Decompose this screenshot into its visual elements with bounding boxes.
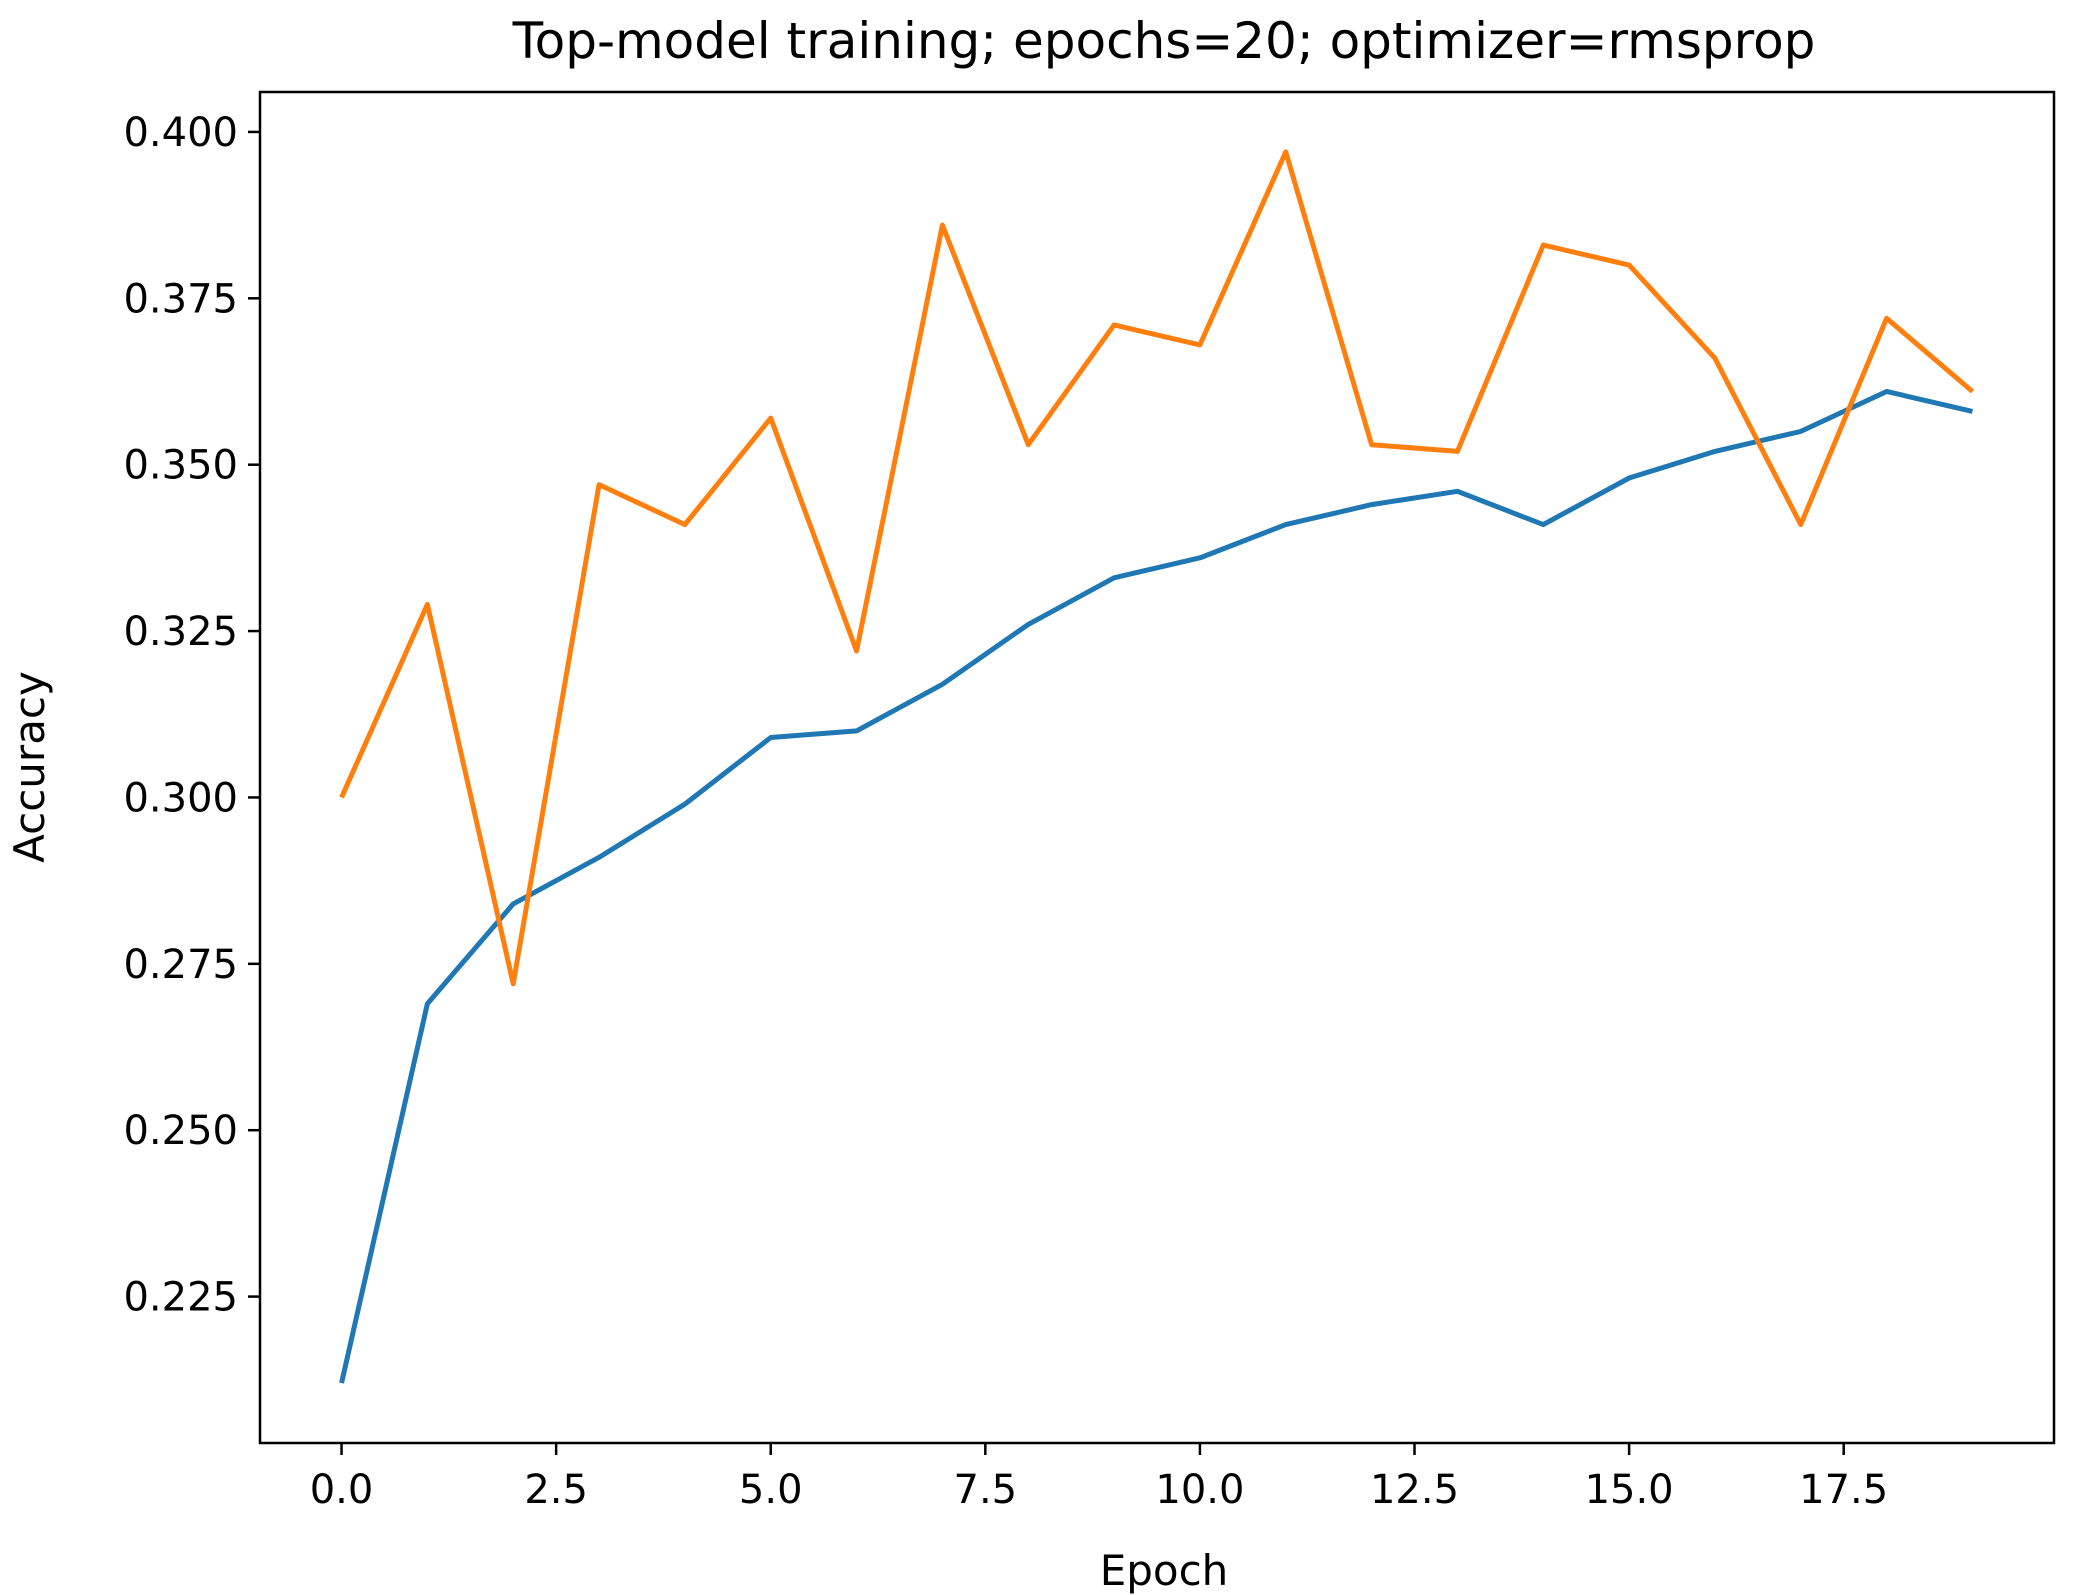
- x-axis: 0.0 2.5 5.0 7.5 10.0 12.5 15.0 17.5: [310, 1443, 1888, 1513]
- y-tick-label: 0.325: [123, 609, 238, 655]
- x-axis-label: Epoch: [1100, 1546, 1229, 1595]
- plot-frame: [258, 90, 2056, 1445]
- chart-title: Top-model training; epochs=20; optimizer…: [512, 12, 1816, 70]
- y-tick-label: 0.275: [123, 942, 238, 988]
- series-line-1: [339, 388, 1974, 1384]
- y-tick-label: 0.375: [123, 276, 238, 322]
- y-tick-label: 0.300: [123, 775, 238, 821]
- x-tick-label: 17.5: [1799, 1467, 1888, 1513]
- x-tick-label: 5.0: [739, 1467, 803, 1513]
- x-tick-label: 0.0: [310, 1467, 374, 1513]
- y-axis: 0.225 0.250 0.275 0.300 0.325 0.350 0.375 0.400: [123, 110, 260, 1321]
- x-tick-label: 12.5: [1370, 1467, 1459, 1513]
- series-layer: [339, 149, 1975, 1384]
- y-tick-label: 0.350: [123, 443, 238, 489]
- chart-title-group: Top-model training; epochs=20; optimizer…: [512, 12, 1816, 70]
- y-tick-label: 0.225: [123, 1275, 238, 1321]
- series-line-2: [339, 149, 1975, 987]
- y-axis-label: Accuracy: [5, 671, 54, 863]
- x-tick-label: 10.0: [1155, 1467, 1244, 1513]
- y-tick-label: 0.400: [123, 110, 238, 156]
- x-tick-label: 7.5: [954, 1467, 1018, 1513]
- x-tick-label: 2.5: [524, 1467, 588, 1513]
- y-tick-label: 0.250: [123, 1108, 238, 1154]
- x-tick-label: 15.0: [1585, 1467, 1674, 1513]
